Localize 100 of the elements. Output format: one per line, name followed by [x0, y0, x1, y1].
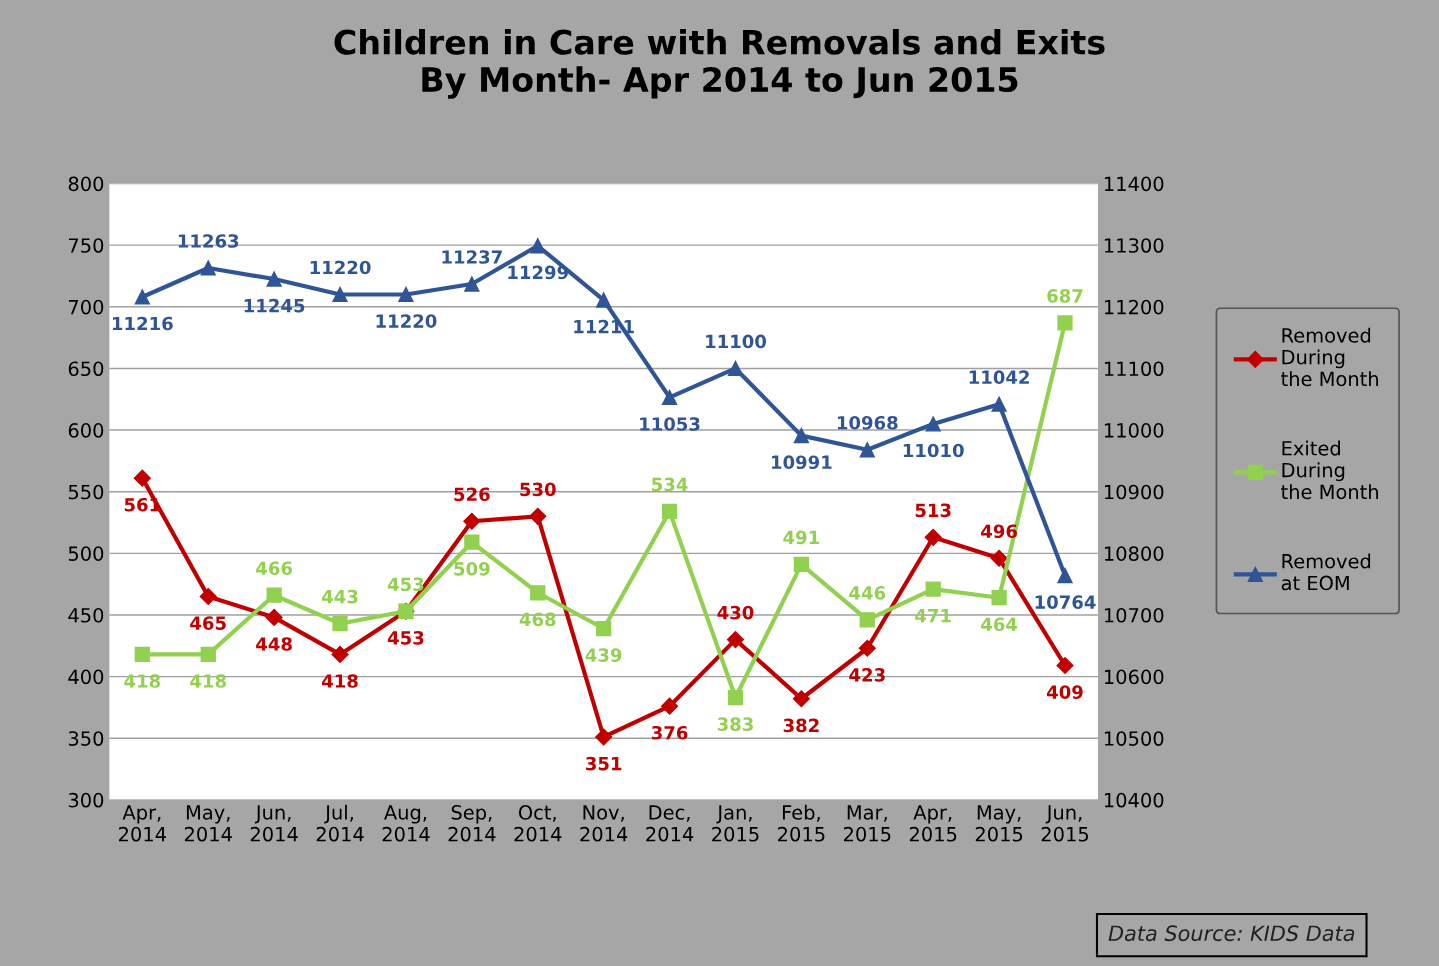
legend-label: Removed at EOM: [1281, 553, 1371, 591]
point: [859, 612, 875, 628]
x-tick-label: May, 2014: [184, 805, 232, 842]
point: [991, 396, 1007, 412]
y2-tick-label: 10900: [1104, 484, 1164, 500]
y-tick-label: 550: [68, 484, 104, 500]
point: [925, 416, 941, 432]
y2-tick-label: 10500: [1104, 731, 1164, 746]
point: [265, 608, 283, 626]
x-tick-label: May, 2015: [975, 805, 1023, 842]
data-label: 11053: [640, 417, 700, 431]
data-label: 471: [915, 609, 951, 623]
point: [661, 389, 678, 406]
data-label: 409: [1046, 685, 1083, 699]
data-label: 11216: [112, 316, 173, 331]
point: [727, 360, 744, 377]
data-label: 687: [1047, 289, 1083, 303]
data-label: 513: [915, 503, 951, 518]
x-tick-label: Dec, 2014: [646, 805, 694, 842]
point: [266, 271, 282, 287]
point: [595, 728, 613, 746]
point: [924, 528, 942, 546]
x-tick-label: Nov, 2014: [580, 805, 628, 842]
data-label: 11042: [969, 370, 1029, 385]
x-tick-label: Jul, 2014: [316, 804, 364, 842]
point: [134, 646, 150, 663]
data-label: 423: [849, 668, 885, 682]
data-label: 11245: [244, 298, 305, 313]
point: [596, 292, 612, 308]
point: [200, 646, 216, 663]
data-label: 453: [387, 631, 424, 645]
data-label: 491: [783, 530, 819, 545]
y-tick-label: 500: [68, 546, 104, 561]
point: [793, 427, 810, 444]
point: [991, 590, 1007, 606]
y2-tick-label: 10700: [1104, 607, 1164, 623]
x-tick-label: Feb, 2015: [778, 804, 825, 842]
data-label: 418: [124, 674, 161, 688]
legend-label: Removed During the Month: [1281, 327, 1378, 387]
y2-tick-label: 11300: [1104, 238, 1164, 253]
data-label: 464: [981, 617, 1018, 632]
x-tick-label: Jun, 2014: [250, 805, 298, 842]
y-tick-label: 450: [68, 607, 104, 623]
y-tick-label: 750: [68, 238, 104, 253]
point: [464, 534, 480, 550]
data-label: 11100: [706, 334, 767, 349]
point: [858, 639, 876, 657]
data-label: 534: [652, 477, 688, 492]
data-label: 465: [190, 616, 226, 630]
data-label: 418: [190, 674, 226, 688]
x-tick-label: Jun, 2015: [1041, 805, 1089, 842]
point: [331, 645, 349, 663]
data-label: 418: [322, 674, 358, 688]
data-label: 11263: [178, 234, 239, 248]
x-tick-label: Sep, 2014: [448, 805, 496, 842]
data-label: 430: [717, 605, 754, 620]
chart-title: Children in Care with Removals and Exits By Month- Apr 2014 to Jun 2015: [334, 28, 1105, 99]
y-tick-label: 700: [68, 299, 104, 315]
point: [793, 556, 810, 573]
y2-tick-label: 11000: [1104, 423, 1164, 438]
data-label: 509: [454, 561, 490, 576]
data-label: 466: [256, 561, 292, 576]
source-note: Data Source: KIDS Data: [1108, 925, 1355, 942]
x-tick-label: Apr, 2015: [909, 805, 957, 842]
data-label: 10991: [772, 455, 832, 470]
data-label: 448: [256, 637, 292, 651]
y2-tick-label: 10400: [1104, 792, 1164, 808]
data-label: 443: [322, 589, 358, 604]
x-tick-label: Jan, 2015: [712, 805, 759, 842]
y-tick-label: 400: [68, 669, 104, 685]
data-label: 351: [586, 756, 622, 771]
point: [792, 690, 810, 708]
x-tick-label: Apr, 2014: [119, 805, 166, 842]
data-label: 530: [520, 482, 556, 497]
y-tick-label: 600: [68, 423, 104, 438]
y-tick-label: 350: [68, 731, 104, 746]
data-label: 11237: [442, 250, 502, 264]
y2-tick-label: 11200: [1104, 299, 1164, 315]
point: [133, 469, 151, 487]
point: [859, 442, 875, 458]
y-tick-label: 300: [68, 792, 104, 808]
point: [266, 587, 282, 603]
y-tick-label: 800: [68, 176, 104, 192]
point: [1057, 567, 1073, 584]
y2-tick-label: 10600: [1104, 669, 1164, 685]
point: [925, 581, 941, 597]
data-label: 383: [717, 717, 753, 731]
point: [726, 631, 745, 649]
point: [398, 286, 414, 303]
data-label: 526: [454, 487, 490, 502]
point: [530, 585, 546, 601]
data-label: 453: [387, 577, 424, 592]
point: [199, 587, 217, 606]
data-label: 11220: [310, 260, 371, 275]
data-label: 439: [585, 648, 622, 662]
point: [661, 697, 679, 715]
y2-tick-label: 10800: [1104, 546, 1164, 561]
point: [332, 286, 348, 303]
y-tick-label: 650: [68, 361, 104, 377]
point: [661, 503, 678, 520]
